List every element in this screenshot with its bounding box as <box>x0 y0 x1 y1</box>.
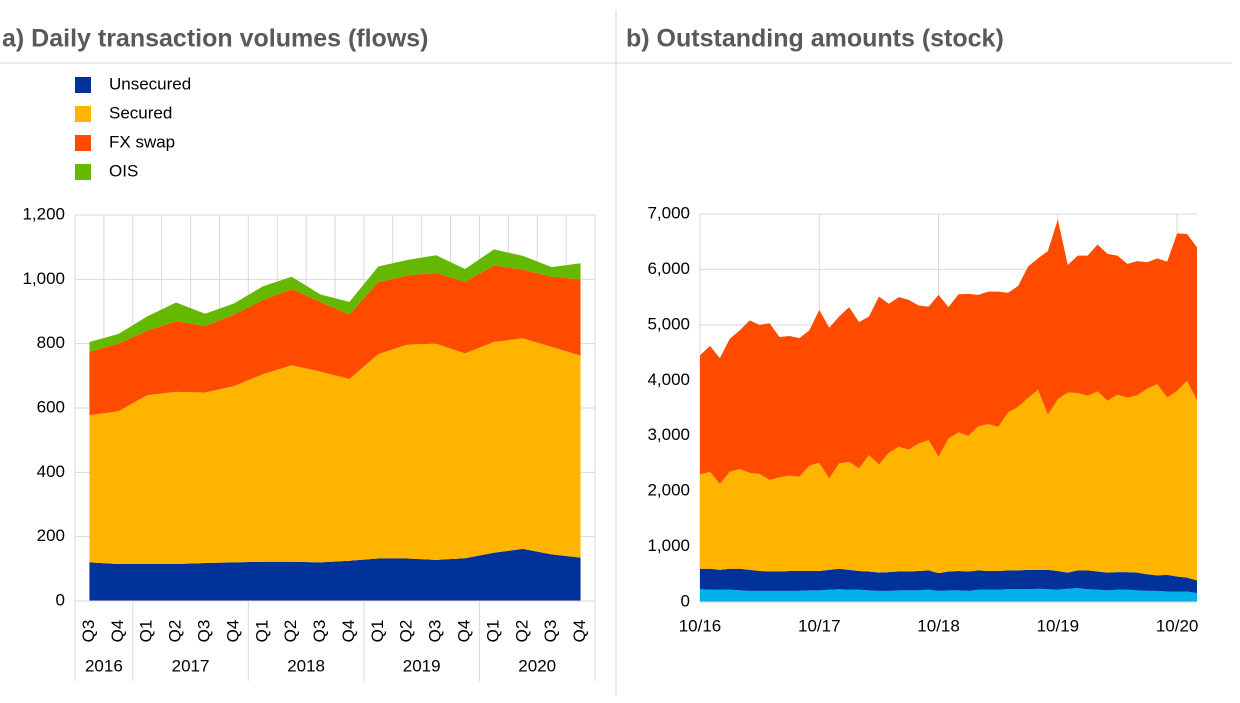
y-tick-label: 6,000 <box>647 259 690 278</box>
y-tick-label: 0 <box>56 590 65 609</box>
area <box>89 338 581 565</box>
y-tick-label: 2,000 <box>647 481 690 500</box>
area <box>700 588 1197 602</box>
x-tick-label: Q3 <box>79 620 98 643</box>
legend-swatch <box>75 77 91 93</box>
x-tick-label: Q4 <box>339 620 358 643</box>
x-tick-label: 10/17 <box>798 616 841 635</box>
x-tick-label: Q3 <box>426 620 445 643</box>
x-tick-label: Q1 <box>137 620 156 643</box>
x-tick-label: Q4 <box>454 620 473 643</box>
y-tick-label: 5,000 <box>647 314 690 333</box>
x-tick-label: 10/20 <box>1156 616 1199 635</box>
y-tick-label: 600 <box>37 397 65 416</box>
x-tick-label: Q2 <box>166 620 185 643</box>
y-tick-label: 7,000 <box>647 203 690 222</box>
legend-label: Secured <box>109 103 172 122</box>
x-tick-label: Q3 <box>541 620 560 643</box>
x-tick-label: Q2 <box>397 620 416 643</box>
x-tick-label: Q4 <box>108 620 127 643</box>
y-tick-label: 0 <box>681 591 690 610</box>
legend-swatch <box>75 106 91 122</box>
area <box>700 219 1197 484</box>
legend-label: FX swap <box>109 132 175 151</box>
legend-label: OIS <box>109 161 138 180</box>
area <box>89 265 581 416</box>
x-tick-label: Q4 <box>223 620 242 643</box>
y-tick-label: 1,000 <box>647 536 690 555</box>
legend-label: Unsecured <box>109 74 191 93</box>
x-tick-label: Q1 <box>483 620 502 643</box>
x-tick-label: Q2 <box>281 620 300 643</box>
group-label: 2016 <box>85 656 123 675</box>
x-tick-label: Q1 <box>368 620 387 643</box>
x-tick-label: Q3 <box>194 620 213 643</box>
x-tick-label: 10/16 <box>679 616 722 635</box>
y-tick-label: 1,000 <box>22 269 65 288</box>
group-label: 2020 <box>518 656 556 675</box>
y-tick-label: 200 <box>37 526 65 545</box>
x-tick-label: Q3 <box>310 620 329 643</box>
x-tick-label: Q4 <box>570 620 589 643</box>
area <box>89 249 581 352</box>
x-tick-label: 10/18 <box>917 616 960 635</box>
chart-title: b) Outstanding amounts (stock) <box>626 25 1004 53</box>
group-label: 2019 <box>403 656 441 675</box>
x-tick-label: Q2 <box>512 620 531 643</box>
y-tick-label: 400 <box>37 462 65 481</box>
group-label: 2018 <box>287 656 325 675</box>
y-tick-label: 800 <box>37 333 65 352</box>
group-label: 2017 <box>172 656 210 675</box>
chart-title: a) Daily transaction volumes (flows) <box>2 25 429 53</box>
x-tick-label: 10/19 <box>1037 616 1080 635</box>
area <box>700 568 1197 594</box>
y-tick-label: 4,000 <box>647 370 690 389</box>
x-tick-label: Q1 <box>252 620 271 643</box>
y-tick-label: 1,200 <box>22 204 65 223</box>
legend-swatch <box>75 135 91 151</box>
legend-swatch <box>75 164 91 180</box>
y-tick-label: 3,000 <box>647 425 690 444</box>
area <box>89 548 581 601</box>
area <box>700 380 1197 581</box>
